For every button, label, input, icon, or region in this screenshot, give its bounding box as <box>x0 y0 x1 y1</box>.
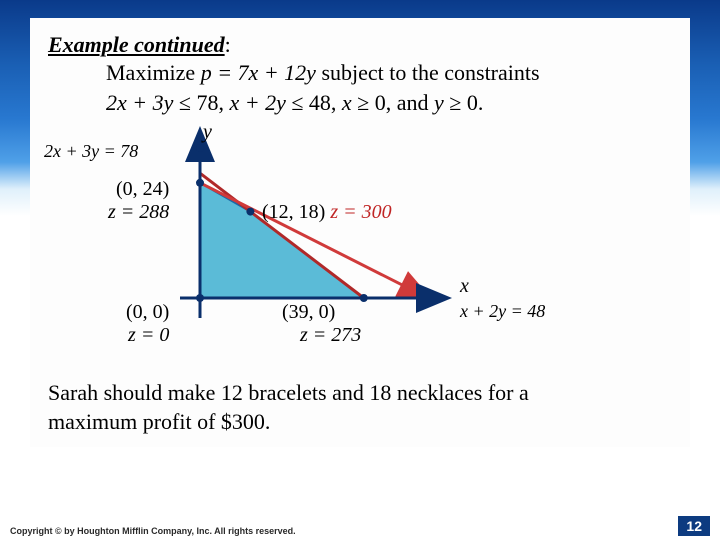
graph-region: y x 2x + 3y = 78 x + 2y = 48 (0, 24) z =… <box>48 123 672 373</box>
z-39-0: z = 273 <box>300 324 361 346</box>
pt-12-18: (12, 18) <box>262 201 325 223</box>
ge-1: ≥ <box>357 90 369 115</box>
equation-right: x + 2y = 48 <box>460 301 545 322</box>
pt-39-0: (39, 0) <box>282 301 361 324</box>
pt-0-24: (0, 24) <box>108 178 169 201</box>
ge-2: ≥ <box>449 90 461 115</box>
c4-rhs: 0. <box>461 90 483 115</box>
conclusion-text: Sarah should make 12 bracelets and 18 ne… <box>48 379 672 436</box>
objective-function: p = 7x + 12y <box>201 60 316 85</box>
constraints-line: 2x + 3y ≤ 78, x + 2y ≤ 48, x ≥ 0, and y … <box>106 88 672 118</box>
z-0-24: z = 288 <box>108 201 169 223</box>
page-number: 12 <box>678 516 710 536</box>
z-0-0: z = 0 <box>128 324 169 346</box>
conclusion-line-1: Sarah should make 12 bracelets and 18 ne… <box>48 379 672 408</box>
vertex-0-0 <box>196 294 204 302</box>
y-axis-label: y <box>203 121 212 144</box>
colon: : <box>225 32 231 57</box>
eq-left-text: 2x + 3y = 78 <box>44 141 138 161</box>
objective-line: Maximize p = 7x + 12y subject to the con… <box>106 58 672 88</box>
c4-lhs: y <box>434 90 449 115</box>
vertex-label-12-18: (12, 18) z = 300 <box>262 201 392 224</box>
c2-rhs: 48, <box>303 90 342 115</box>
c1-lhs: 2x + 3y <box>106 90 179 115</box>
z-12-18: z = 300 <box>330 201 391 223</box>
axis-top-dot <box>196 144 204 152</box>
c2-lhs: x + 2y <box>229 90 291 115</box>
vertex-12-18 <box>246 208 254 216</box>
example-continued-heading: Example continued: <box>48 32 672 58</box>
problem-statement: Example continued: Maximize p = 7x + 12y… <box>48 32 672 117</box>
vertex-label-0-24: (0, 24) z = 288 <box>108 178 169 224</box>
c3-lhs: x <box>342 90 357 115</box>
x-axis-label: x <box>460 275 469 298</box>
copyright-text: Copyright © by Houghton Mifflin Company,… <box>10 526 296 536</box>
footer: Copyright © by Houghton Mifflin Company,… <box>0 512 720 540</box>
content-box: Example continued: Maximize p = 7x + 12y… <box>30 18 690 447</box>
vertex-label-39-0: (39, 0) z = 273 <box>282 301 361 347</box>
le-1: ≤ <box>179 90 191 115</box>
pt-0-0: (0, 0) <box>126 301 169 324</box>
maximize-word: Maximize <box>106 60 201 85</box>
vertex-label-0-0: (0, 0) z = 0 <box>126 301 169 347</box>
vertex-0-24 <box>196 179 204 187</box>
c3-rhs: 0, and <box>369 90 434 115</box>
c1-rhs: 78, <box>191 90 230 115</box>
le-2: ≤ <box>291 90 303 115</box>
conclusion-line-2: maximum profit of $300. <box>48 408 672 437</box>
example-continued-text: Example continued <box>48 32 225 57</box>
equation-left: 2x + 3y = 78 <box>44 141 138 162</box>
eq-right-text: x + 2y = 48 <box>460 301 545 321</box>
slide: Example continued: Maximize p = 7x + 12y… <box>0 0 720 540</box>
subject-to: subject to the constraints <box>316 60 540 85</box>
